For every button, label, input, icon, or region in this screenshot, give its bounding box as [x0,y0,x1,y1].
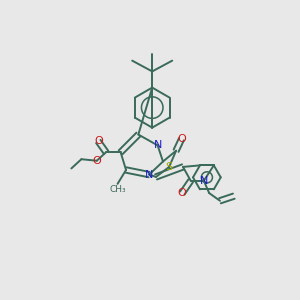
Text: O: O [94,136,103,146]
Text: N: N [145,169,153,180]
Text: O: O [177,134,186,144]
Text: CH₃: CH₃ [109,185,126,194]
Text: S: S [166,162,173,172]
Text: N: N [200,176,208,186]
Text: O: O [178,188,187,198]
Text: N: N [153,140,162,150]
Text: O: O [92,156,101,166]
